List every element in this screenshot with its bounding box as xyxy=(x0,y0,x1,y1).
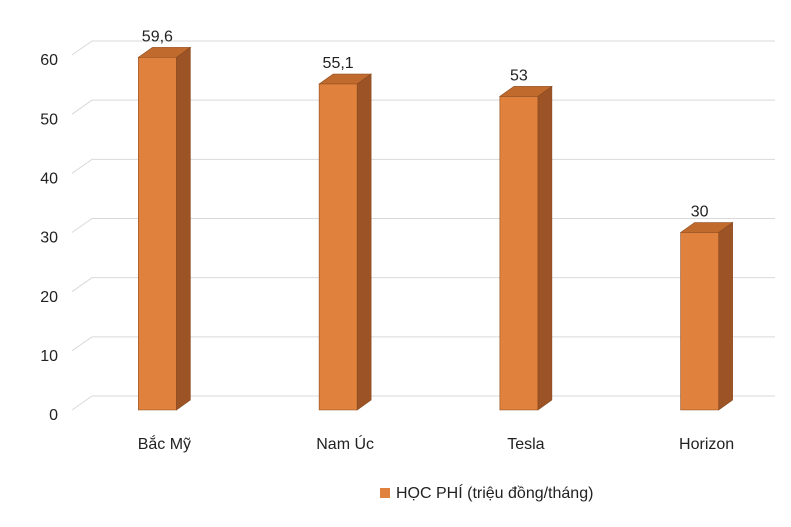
y-tick-label: 20 xyxy=(40,289,58,306)
y-tick-label: 10 xyxy=(40,348,58,365)
x-tick-label: Horizon xyxy=(679,436,734,453)
bar-side xyxy=(176,46,191,411)
bar-front xyxy=(138,57,177,411)
y-tick-label: 40 xyxy=(40,171,58,188)
bar xyxy=(137,46,192,411)
y-tick-label: 50 xyxy=(40,111,58,128)
value-label: 30 xyxy=(691,204,709,221)
legend-label: HỌC PHÍ (triệu đồng/tháng) xyxy=(396,483,593,502)
legend-swatch xyxy=(380,488,390,498)
value-label: 59,6 xyxy=(142,29,173,46)
bar-side xyxy=(718,221,733,411)
y-tick-label: 0 xyxy=(49,407,58,424)
bar-front xyxy=(318,83,358,411)
bar-front xyxy=(680,232,719,411)
bar xyxy=(498,85,553,411)
bar-side xyxy=(356,73,372,411)
bar-side xyxy=(537,85,553,411)
grid-line xyxy=(71,40,775,56)
bar xyxy=(679,221,734,411)
bar xyxy=(318,73,373,411)
y-tick-label: 30 xyxy=(40,230,58,247)
value-label: 53 xyxy=(510,68,528,85)
x-tick-label: Nam Úc xyxy=(316,434,374,453)
value-label: 55,1 xyxy=(323,55,354,72)
y-tick-label: 60 xyxy=(40,52,58,69)
bar-front xyxy=(499,96,539,411)
x-tick-label: Bắc Mỹ xyxy=(138,434,191,453)
x-tick-label: Tesla xyxy=(507,436,544,453)
